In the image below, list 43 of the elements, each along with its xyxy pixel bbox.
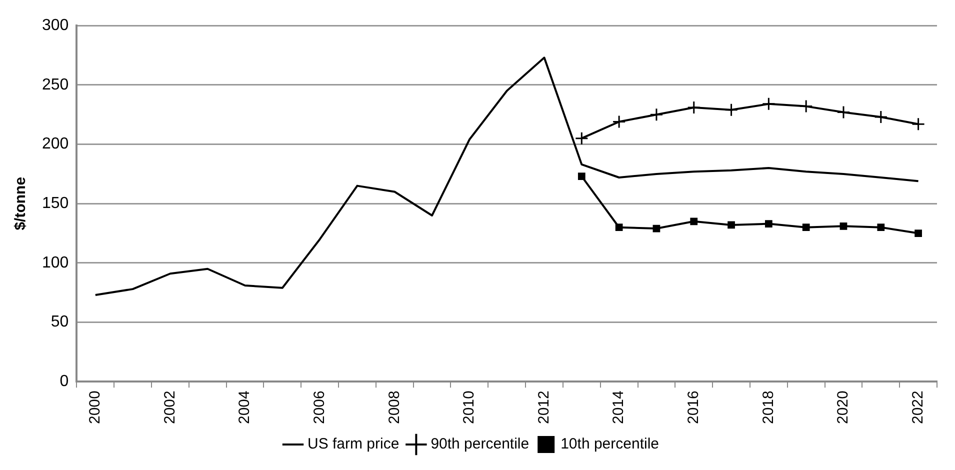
point xyxy=(724,103,738,117)
point xyxy=(578,172,586,180)
x-tick-label: 2008 xyxy=(386,390,403,424)
point xyxy=(802,224,810,232)
point xyxy=(650,108,664,122)
y-axis-title: $/tonne xyxy=(12,176,30,230)
point xyxy=(914,230,922,237)
point xyxy=(799,100,813,114)
x-tick-label: 2012 xyxy=(535,390,552,424)
y-tick-label: 50 xyxy=(50,314,69,331)
point xyxy=(612,114,626,128)
legend-label: 10th percentile xyxy=(560,436,659,453)
point xyxy=(690,218,698,226)
point xyxy=(574,132,588,146)
x-tick-label: 2006 xyxy=(310,390,328,424)
y-tick-label: 150 xyxy=(42,195,69,212)
x-tick-label: 2002 xyxy=(161,390,178,424)
x-tick-label: 2004 xyxy=(236,390,254,424)
point xyxy=(874,110,888,124)
point xyxy=(912,117,926,131)
x-tick-label: 2014 xyxy=(610,390,628,424)
point xyxy=(615,224,623,232)
point xyxy=(877,224,885,232)
x-tick-label: 2018 xyxy=(760,390,777,424)
x-tick-label: 2010 xyxy=(460,390,478,424)
x-tick-label: 2000 xyxy=(86,390,104,424)
legend-label: 90th percentile xyxy=(430,436,530,453)
y-tick-label: 100 xyxy=(42,254,69,272)
point xyxy=(652,224,660,232)
y-tick-label: 250 xyxy=(42,76,69,94)
point xyxy=(836,105,850,119)
point xyxy=(840,222,848,230)
legend-label: US farm price xyxy=(308,436,400,453)
x-tick-label: 2016 xyxy=(685,390,702,424)
point xyxy=(765,220,772,228)
x-tick-label: 2022 xyxy=(909,390,926,424)
point xyxy=(687,100,701,114)
y-tick-label: 300 xyxy=(42,17,69,34)
y-tick-label: 200 xyxy=(42,136,69,153)
x-tick-label: 2020 xyxy=(834,390,852,424)
point xyxy=(728,221,735,229)
point xyxy=(762,97,776,111)
y-tick-label: 0 xyxy=(60,373,69,390)
